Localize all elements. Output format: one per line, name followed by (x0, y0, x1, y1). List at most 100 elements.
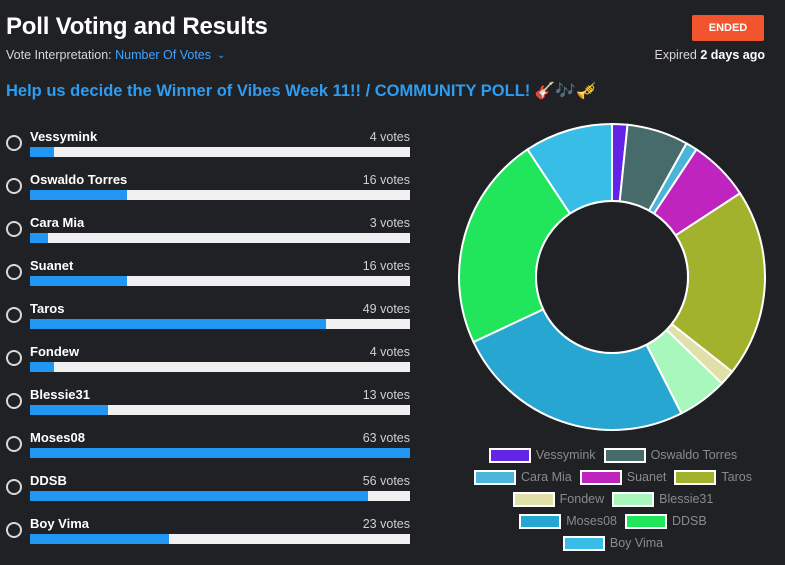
vote-bar-fill (30, 491, 368, 501)
option-votes: 63 votes (362, 431, 410, 445)
option-votes: 16 votes (362, 173, 410, 187)
radio-button[interactable] (6, 436, 22, 452)
vote-bar-track (30, 233, 410, 243)
radio-button[interactable] (6, 135, 22, 151)
legend-swatch (519, 513, 562, 529)
legend-label: Suanet (626, 470, 667, 484)
option-votes: 49 votes (362, 302, 410, 316)
radio-button[interactable] (6, 522, 22, 538)
vote-interpretation: Vote Interpretation: Number Of Votes ⌄ (6, 48, 225, 62)
option-name: DDSB (30, 473, 67, 488)
status-badge: ENDED (692, 15, 764, 41)
option-votes: 3 votes (369, 216, 410, 230)
option-votes: 56 votes (362, 474, 410, 488)
vote-bar-track (30, 147, 410, 157)
legend-swatch (674, 469, 717, 485)
vote-bar-fill (30, 147, 55, 157)
legend-label: Blessie31 (659, 492, 714, 506)
legend-swatch (579, 469, 622, 485)
legend-swatch (562, 535, 605, 551)
radio-button[interactable] (6, 307, 22, 323)
page-title: Poll Voting and Results (6, 13, 268, 40)
option-name: Blessie31 (30, 387, 90, 402)
radio-button[interactable] (6, 350, 22, 366)
option-name: Oswaldo Torres (30, 172, 128, 187)
poll-option[interactable]: Taros 49 votes (6, 300, 410, 343)
legend-label: Cara Mia (521, 470, 572, 484)
interpretation-label: Vote Interpretation: (6, 48, 112, 62)
legend-item[interactable]: Boy Vima (562, 532, 664, 554)
option-name: Cara Mia (30, 215, 85, 230)
poll-option[interactable]: Fondew 4 votes (6, 343, 410, 386)
poll-option[interactable]: Suanet 16 votes (6, 257, 410, 300)
vote-bar-fill (30, 319, 326, 329)
donut-hole (535, 200, 689, 354)
legend-swatch (488, 447, 531, 463)
legend-swatch (474, 469, 517, 485)
legend-item[interactable]: Cara Mia (474, 466, 572, 488)
vote-bar-track (30, 448, 410, 458)
legend-item[interactable]: Suanet (579, 466, 667, 488)
legend-swatch (625, 513, 667, 529)
radio-button[interactable] (6, 178, 22, 194)
legend-item[interactable]: DDSB (625, 510, 707, 532)
option-votes: 23 votes (362, 517, 410, 531)
vote-bar-fill (30, 362, 55, 372)
legend-item[interactable]: Oswaldo Torres (603, 444, 738, 466)
radio-button[interactable] (6, 393, 22, 409)
option-votes: 16 votes (362, 259, 410, 273)
legend-item[interactable]: Vessymink (488, 444, 596, 466)
poll-options: Vessymink 4 votes Oswaldo Torres 16 votes Ca… (6, 128, 410, 558)
expiry-info: Expired 2 days ago (655, 48, 766, 62)
poll-option[interactable]: Cara Mia 3 votes (6, 214, 410, 257)
radio-button[interactable] (6, 264, 22, 280)
legend-label: Boy Vima (609, 536, 664, 550)
vote-bar-track (30, 534, 410, 544)
vote-bar-fill (30, 233, 49, 243)
poll-option[interactable]: Oswaldo Torres 16 votes (6, 171, 410, 214)
poll-option[interactable]: Boy Vima 23 votes (6, 515, 410, 558)
donut-chart (458, 122, 766, 431)
interpretation-dropdown[interactable]: Number Of Votes ⌄ (115, 48, 225, 62)
legend-item[interactable]: Blessie31 (612, 488, 713, 510)
legend-item[interactable]: Fondew (512, 488, 605, 510)
legend-label: Fondew (559, 492, 605, 506)
vote-bar-fill (30, 276, 127, 286)
poll-option[interactable]: Moses08 63 votes (6, 429, 410, 472)
legend-label: Moses08 (566, 514, 617, 528)
option-name: Moses08 (30, 430, 85, 445)
option-name: Suanet (30, 258, 74, 273)
option-votes: 4 votes (369, 345, 410, 359)
poll-question: Help us decide the Winner of Vibes Week … (6, 82, 597, 100)
radio-button[interactable] (6, 479, 22, 495)
legend-swatch (512, 491, 555, 507)
vote-bar-fill (30, 405, 109, 415)
option-name: Vessymink (30, 129, 98, 144)
vote-bar-fill (30, 190, 127, 200)
expiry-value: 2 days ago (700, 48, 765, 62)
poll-option[interactable]: DDSB 56 votes (6, 472, 410, 515)
poll-option[interactable]: Vessymink 4 votes (6, 128, 410, 171)
vote-bar-track (30, 276, 410, 286)
option-name: Taros (30, 301, 65, 316)
legend-label: DDSB (672, 514, 707, 528)
legend-swatch (603, 447, 646, 463)
legend-label: Vessymink (535, 448, 596, 462)
option-name: Fondew (30, 344, 80, 359)
legend-swatch (612, 491, 655, 507)
legend-label: Taros (721, 470, 752, 484)
vote-bar-track (30, 319, 410, 329)
interpretation-value: Number Of Votes (115, 48, 211, 62)
legend-item[interactable]: Moses08 (519, 510, 617, 532)
legend-item[interactable]: Taros (674, 466, 752, 488)
vote-bar-fill (30, 448, 410, 458)
vote-bar-fill (30, 534, 169, 544)
legend-label: Oswaldo Torres (650, 448, 738, 462)
chevron-down-icon: ⌄ (217, 50, 226, 61)
expiry-prefix: Expired (654, 48, 697, 62)
option-name: Boy Vima (30, 516, 90, 531)
vote-bar-track (30, 190, 410, 200)
radio-button[interactable] (6, 221, 22, 237)
chart-legend: Vessymink Oswaldo Torres Cara Mia Suanet Tar… (455, 444, 771, 554)
poll-option[interactable]: Blessie31 13 votes (6, 386, 410, 429)
